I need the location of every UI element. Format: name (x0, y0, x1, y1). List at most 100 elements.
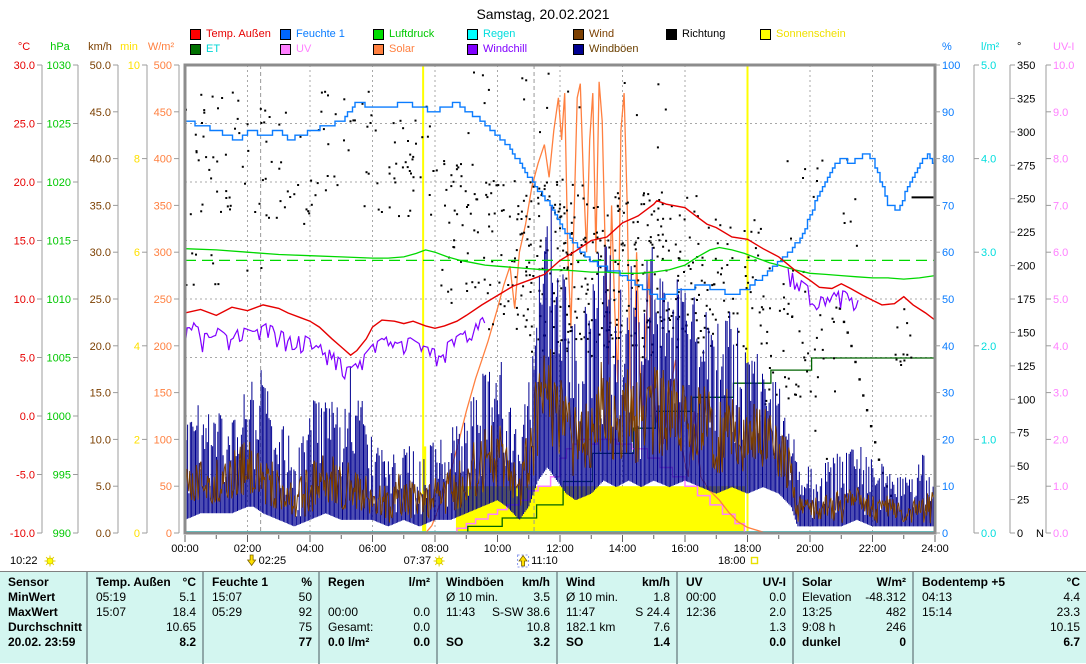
table-row: Feuchte 1% (204, 575, 318, 590)
table-column-feuchte-1: Feuchte 1% 15:07 50 05:29 92 75 77 (202, 572, 318, 664)
astro-annotation-text: 07:37 (404, 555, 432, 567)
svg-text:l/m²: l/m² (981, 41, 1000, 53)
legend-item-et: ET (190, 43, 220, 55)
table-cell-label: MinWert (8, 590, 56, 604)
svg-text:100: 100 (1017, 394, 1035, 406)
temperature-series (185, 199, 935, 357)
svg-text:9.0: 9.0 (1053, 107, 1068, 119)
legend-color-box (190, 43, 201, 55)
table-cell-label: Temp. Außen (96, 575, 171, 589)
svg-text:0.0: 0.0 (20, 411, 35, 423)
pressure-series (185, 246, 935, 280)
table-cell-value: °C (1066, 575, 1080, 589)
table-row: Sensor (0, 575, 86, 590)
svg-text:150: 150 (154, 388, 172, 400)
axis-dir: °350325300275250225200175150125100755025… (1009, 41, 1044, 540)
table-row: 15:14 23.3 (914, 605, 1086, 620)
svg-text:°C: °C (18, 41, 30, 53)
svg-text:350: 350 (154, 200, 172, 212)
table-cell-label: Regen (328, 575, 365, 589)
legend-item-regen: Regen (467, 28, 515, 40)
table-cell-value: 50 (298, 590, 312, 604)
svg-text:25.0: 25.0 (14, 119, 35, 131)
x-tick-label: 18:00 (734, 543, 762, 555)
table-row: 11:43 S-SW 38.6 (438, 605, 556, 620)
svg-text:0.0: 0.0 (981, 528, 996, 540)
astro-annotation-text: 11:10 (531, 555, 558, 567)
table-cell-label: 15:07 (96, 605, 127, 619)
table-cell-value: W/m² (876, 575, 906, 589)
svg-text:200: 200 (1017, 261, 1035, 273)
svg-text:4.0: 4.0 (981, 154, 996, 166)
legend-item-uv: UV (280, 43, 311, 55)
legend-color-box (467, 43, 478, 55)
legend-color-box (373, 28, 384, 40)
table-column-bodentemp-5: Bodentemp +5 °C 04:13 4.4 15:14 23.3 10.15 6.7 (912, 572, 1086, 664)
svg-text:300: 300 (1017, 127, 1035, 139)
svg-text:175: 175 (1017, 294, 1035, 306)
x-tick-label: 22:00 (859, 543, 887, 555)
svg-text:50: 50 (160, 481, 172, 493)
legend-item-wind: Wind (573, 28, 614, 40)
svg-text:1030: 1030 (47, 60, 71, 72)
chart-title: Samstag, 20.02.2021 (476, 6, 610, 22)
table-row: 77 (204, 635, 318, 650)
axis-rain: l/m² 5.0 4.0 3.0 2.0 1.0 0.0 (973, 41, 1000, 540)
table-row: Ø 10 min. 1.8 (558, 590, 676, 605)
svg-text:UV-I: UV-I (1053, 41, 1074, 53)
wind-series (185, 348, 935, 524)
svg-text:450: 450 (154, 107, 172, 119)
legend-color-box (280, 43, 291, 55)
svg-text:3.0: 3.0 (1053, 388, 1068, 400)
table-row: 00:00 0.0 (678, 590, 792, 605)
svg-text:25.0: 25.0 (90, 294, 111, 306)
table-row: 10.15 (914, 620, 1086, 635)
table-row: 05:19 5.1 (88, 590, 202, 605)
windchill-series (787, 268, 859, 312)
svg-text:50: 50 (942, 294, 954, 306)
table-cell-value: 10.65 (165, 620, 196, 634)
table-row-labels: Sensor MinWert MaxWert Durchschnitt 20.02. 2… (0, 572, 86, 664)
svg-text:5.0: 5.0 (981, 60, 996, 72)
astro-annotations: 10:22 02:25 07:37 11:10 18:00 (10, 554, 759, 568)
axis-wind: km/h 50.0 45.0 40.0 35.0 30.0 25.0 20.0 15.0 10.0… (88, 41, 119, 540)
table-cell-value: 1.8 (653, 590, 670, 604)
table-cell-label: 9:08 h (802, 620, 836, 634)
table-row: 182.1 km 7.6 (558, 620, 676, 635)
svg-text:0: 0 (134, 528, 140, 540)
table-row: MinWert (0, 590, 86, 605)
table-cell-value: 18.4 (172, 605, 196, 619)
table-cell-label: dunkel (802, 635, 841, 649)
humidity-series (185, 101, 935, 300)
axes: °C30.025.020.015.010.05.00.0-5.0-10.0hPa… (10, 41, 1075, 540)
table-row: 12:36 2.0 (678, 605, 792, 620)
x-tick-label: 02:00 (234, 543, 262, 555)
legend-label: Wind (589, 28, 615, 40)
svg-text:1.0: 1.0 (1053, 481, 1068, 493)
astro-annotation: 10:22 (10, 555, 56, 567)
svg-text:300: 300 (154, 247, 172, 259)
svg-text:min: min (120, 41, 138, 53)
table-column-uv: UV UV-I 00:00 0.0 12:36 2.0 1.3 0.0 (676, 572, 792, 664)
table-cell-label: 00:00 (328, 605, 359, 619)
svg-text:0: 0 (1017, 528, 1023, 540)
svg-text:10: 10 (128, 60, 140, 72)
astro-annotation: 11:10 (517, 554, 558, 568)
table-row: 0.0 (678, 635, 792, 650)
x-tick-label: 14:00 (609, 543, 637, 555)
svg-text:0.0: 0.0 (1053, 528, 1068, 540)
table-cell-value: 0.0 (769, 635, 786, 649)
table-cell-value: l/m² (408, 575, 430, 589)
table-cell-label: Elevation (802, 590, 852, 604)
table-cell-label: 04:13 (922, 590, 953, 604)
weather-chart: °C30.025.020.015.010.05.00.0-5.0-10.0hPa… (10, 41, 1075, 568)
table-column-solar: Solar W/m² Elevation -48.312 13:25 482 9:08 h 2… (792, 572, 912, 664)
svg-text:400: 400 (154, 154, 172, 166)
table-cell-label: 13:25 (802, 605, 833, 619)
sun-icon (44, 555, 56, 567)
svg-text:990: 990 (53, 528, 71, 540)
svg-text:8: 8 (134, 154, 140, 166)
svg-text:250: 250 (154, 294, 172, 306)
x-tick-label: 10:00 (484, 543, 512, 555)
